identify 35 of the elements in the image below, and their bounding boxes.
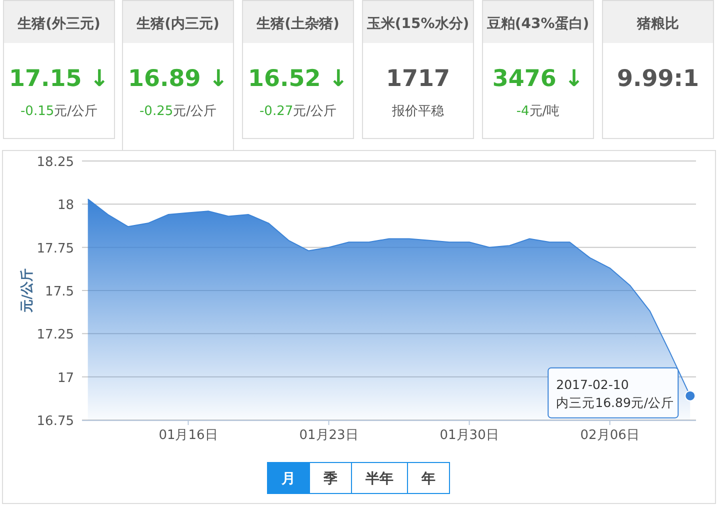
text: -0.15元/公斤 [20, 104, 98, 119]
y-tick-label: 17 [57, 370, 74, 386]
tooltip: 2017-02-10 内三元16.89元/公斤 [548, 367, 696, 418]
annotation: 2017-02-10 内三元16.89元/公斤 [556, 376, 674, 410]
text: -4元/吨 [516, 104, 560, 119]
text: 16.89 ↓ [128, 66, 228, 92]
y-axis-title: 元/公斤 [19, 268, 35, 314]
text: 9.99:1 [617, 66, 699, 92]
category-label: 生猪(内三元) [136, 16, 220, 32]
category-label: 生猪(土杂猪) [256, 16, 340, 32]
x-tick-label: 01月23日 [299, 428, 358, 443]
category-label: 生猪(外三元) [16, 16, 100, 32]
text: 1717 [386, 66, 450, 92]
y-tick-label: 18.25 [36, 155, 74, 170]
x-tick-label: 01月16日 [158, 428, 218, 443]
text: -0.27元/公斤 [259, 104, 337, 119]
text: 16.52 ↓ [248, 66, 348, 92]
x-tick-label: 01月30日 [440, 428, 499, 443]
text: -0.25元/公斤 [139, 104, 217, 119]
text: 17.15 ↓ [8, 66, 110, 92]
y-tick-label: 16.75 [36, 414, 74, 429]
text: 3476 ↓ [492, 66, 584, 92]
y-tick-label: 17.5 [45, 284, 74, 300]
category-label: 月 [280, 471, 296, 487]
category-label: 年 [420, 471, 436, 487]
y-tick-label: 17.75 [36, 241, 74, 256]
category-label: 豆粕(43%蛋白) [486, 16, 590, 32]
x-tick-label: 02月06日 [580, 428, 640, 443]
text: 报价平稳 [391, 104, 444, 119]
category-label: 季 [322, 470, 338, 487]
category-label: 猪粮比 [636, 15, 679, 32]
y-tick-label: 17.25 [36, 328, 74, 343]
category-label: 玉米(15%水分) [366, 16, 470, 32]
y-tick-label: 18 [57, 198, 74, 214]
category-label: 半年 [364, 471, 394, 487]
